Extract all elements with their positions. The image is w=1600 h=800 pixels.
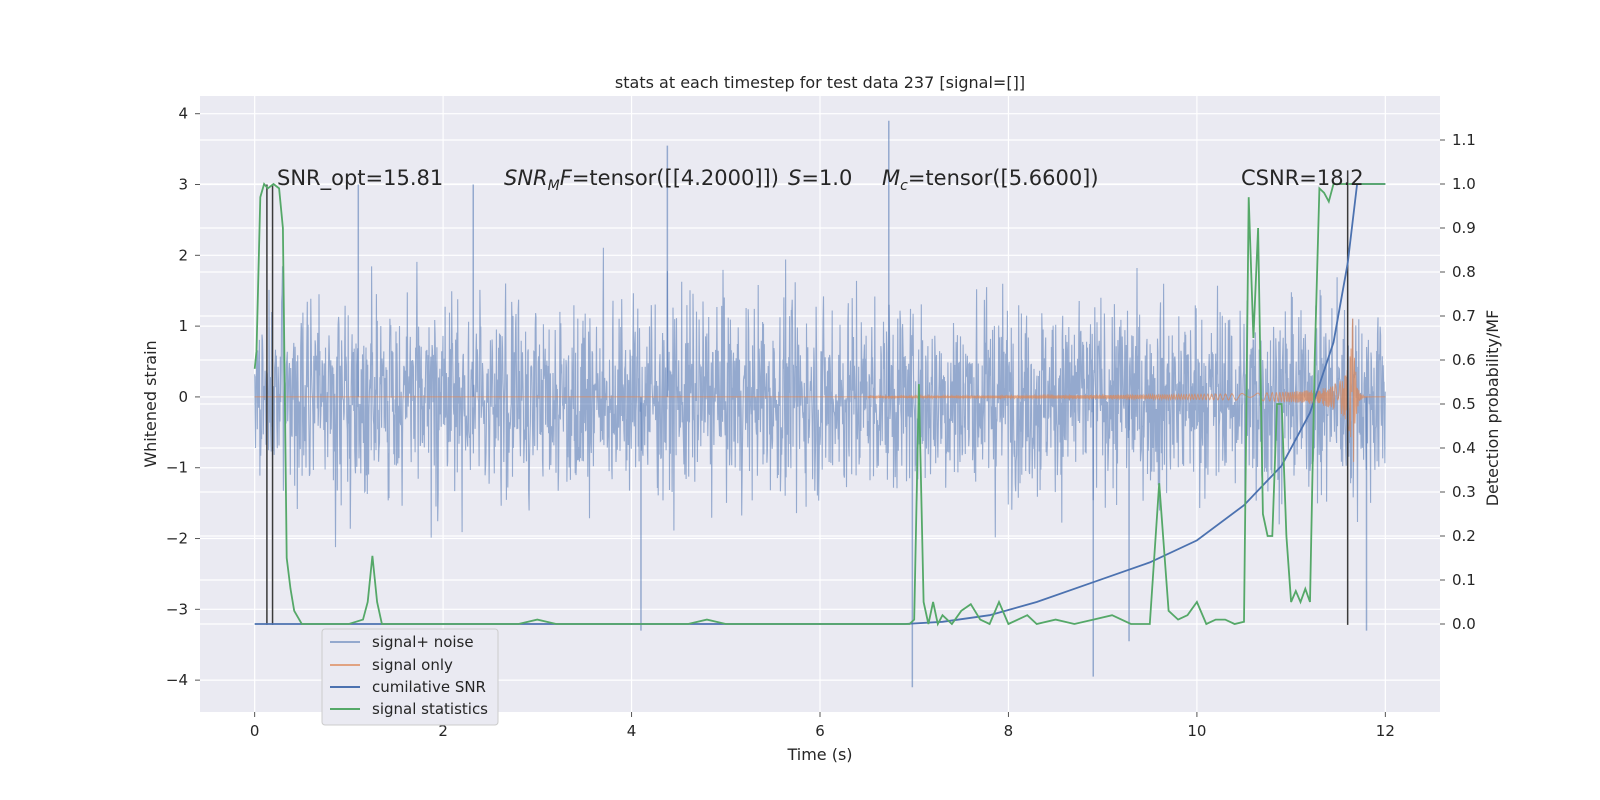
x-tick-label: 10: [1187, 722, 1206, 740]
signal-statistics-series: [253, 182, 1386, 627]
y-tick-label-right: 0.0: [1452, 615, 1476, 633]
x-tick-label: 6: [815, 722, 825, 740]
signal-noise-trace: [254, 247, 1386, 548]
y-axis-label-left: Whitened strain: [141, 340, 160, 467]
x-tick-label: 4: [627, 722, 637, 740]
y-tick-label-right: 0.7: [1452, 307, 1476, 325]
y-tick-label-right: 0.2: [1452, 527, 1476, 545]
legend-label-statistics: signal statistics: [372, 700, 488, 718]
legend-label-csnr: cumilative SNR: [372, 678, 486, 696]
y-tick-label-right: 1.0: [1452, 175, 1476, 193]
x-tick-label: 8: [1004, 722, 1014, 740]
annotations: SNR_opt=15.81 SNRMF=tensor([[4.2000]]) S…: [277, 166, 1364, 194]
y-tick-label-left: 4: [178, 105, 188, 123]
y-tick-label-left: 0: [178, 388, 188, 406]
right-y-axis-ticks: 0.0 0.1 0.2 0.3 0.4 0.5 0.6 0.7 0.8 0.9 1.0 1.1: [1440, 131, 1476, 633]
y-tick-label-left: −4: [166, 671, 188, 689]
legend-label-noise: signal+ noise: [372, 633, 474, 651]
legend-box: [321, 628, 499, 726]
annotation-csnr: CSNR=18.2: [1241, 166, 1364, 190]
grid-lines: [200, 96, 1440, 712]
x-axis-ticks: 0 2 4 6 8 10 12: [250, 712, 1395, 740]
legend: signal+ noise signal only cumilative SNR…: [321, 628, 499, 726]
cumulative-snr-line: [254, 183, 1386, 625]
x-tick-label: 12: [1376, 722, 1395, 740]
annotation-mc: Mc=tensor([5.6600]): [882, 166, 1099, 194]
annotation-snr-mf: SNRMF=tensor([[4.2000]]): [504, 166, 779, 194]
legend-label-signal: signal only: [372, 656, 453, 674]
y-tick-label-right: 0.9: [1452, 219, 1476, 237]
y-tick-label-right: 1.1: [1452, 131, 1476, 149]
y-tick-label-left: −1: [166, 459, 188, 477]
x-axis-label: Time (s): [786, 745, 852, 764]
signal-only-trace: [254, 318, 1386, 462]
signal-noise-series: [254, 120, 1386, 688]
y-tick-label-right: 0.1: [1452, 571, 1476, 589]
cumulative-snr-series: [254, 183, 1386, 625]
y-tick-label-right: 0.8: [1452, 263, 1476, 281]
chart-title: stats at each timestep for test data 237…: [615, 73, 1025, 92]
y-tick-label-left: −2: [166, 530, 188, 548]
y-tick-label-left: 3: [178, 176, 188, 194]
y-tick-label-left: −3: [166, 600, 188, 618]
y-tick-label-right: 0.6: [1452, 351, 1476, 369]
annotation-snr-opt: SNR_opt=15.81: [277, 166, 443, 191]
signal-statistics-line: [253, 182, 1386, 627]
vertical-markers: [266, 170, 1349, 625]
y-axis-label-right: Detection probability/MF: [1483, 310, 1502, 507]
x-tick-label: 0: [250, 722, 260, 740]
left-y-axis-ticks: −4 −3 −2 −1 0 1 2 3 4: [166, 105, 200, 689]
y-tick-label-right: 0.3: [1452, 483, 1476, 501]
y-tick-label-right: 0.5: [1452, 395, 1476, 413]
y-tick-label-left: 2: [178, 246, 188, 264]
x-tick-label: 2: [438, 722, 448, 740]
y-tick-label-right: 0.4: [1452, 439, 1476, 457]
y-tick-label-left: 1: [178, 317, 188, 335]
signal-only-series: [254, 318, 1386, 462]
annotation-s: S=1.0: [788, 166, 852, 190]
